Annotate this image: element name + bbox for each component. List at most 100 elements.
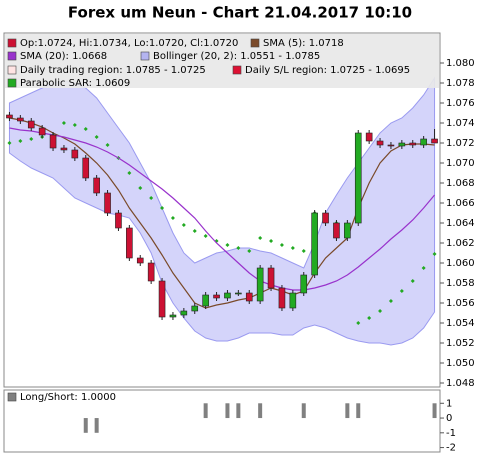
candle-body	[213, 294, 220, 299]
sar-dot	[83, 127, 88, 131]
legend-label: Long/Short: 1.0000	[20, 392, 116, 403]
sar-dot	[258, 236, 263, 240]
candle-body	[147, 262, 155, 282]
candle-body	[245, 292, 253, 302]
candle-body	[344, 222, 351, 239]
legend-swatch	[7, 65, 17, 75]
candle-body	[115, 212, 122, 229]
y-tick-label: 1.066	[446, 198, 475, 209]
legend-label: SMA (5): 1.0718	[263, 38, 344, 49]
sar-dot	[225, 243, 230, 247]
bar	[225, 403, 230, 419]
sar-dot	[203, 234, 208, 238]
sar-dot	[149, 196, 154, 200]
y-tick-label: 1.070	[446, 158, 475, 169]
candle-body	[136, 257, 144, 264]
legend-swatch	[250, 38, 260, 48]
candle-body	[365, 132, 373, 142]
sar-dot	[29, 137, 34, 141]
sar-dot	[388, 299, 393, 303]
candle-body	[180, 310, 188, 316]
y-tick-label: 1.068	[446, 178, 475, 189]
bollinger-band	[8, 76, 436, 346]
legend-box	[5, 34, 439, 88]
legend-label: Daily S/L region: 1.0725 - 1.0695	[245, 65, 410, 76]
sar-dot	[72, 123, 77, 127]
ma-line	[9, 127, 436, 291]
candle-body	[169, 314, 177, 318]
candle-body	[409, 142, 417, 146]
legend-swatch	[232, 65, 242, 75]
y-tick-label: 1.050	[446, 358, 475, 369]
legend-label: SMA (20): 1.0668	[20, 51, 107, 62]
legend-swatch	[7, 51, 17, 61]
candle-body	[158, 280, 166, 318]
sar-dot	[192, 229, 197, 233]
sar-dot	[399, 289, 404, 293]
sar-dot	[181, 223, 186, 227]
sar-dot	[18, 139, 23, 143]
legend-swatch	[140, 51, 150, 61]
y-tick-label: 1.080	[446, 58, 475, 69]
candle-body	[191, 305, 199, 312]
candle-body	[104, 192, 111, 214]
lower-panel	[3, 389, 441, 453]
candle-body	[398, 142, 406, 147]
bar	[203, 403, 208, 419]
y-tick-label: 1.062	[446, 238, 475, 249]
candle-body	[71, 149, 79, 159]
sar-dot	[421, 266, 426, 270]
candle-body	[267, 267, 275, 289]
sar-dot	[236, 246, 241, 250]
legend-swatch	[7, 392, 17, 402]
bar	[83, 418, 88, 433]
candle-body	[278, 287, 286, 309]
candle-body	[49, 134, 57, 149]
sar-dot	[290, 246, 295, 250]
y-tick-label: -2	[446, 443, 456, 454]
legend-swatch	[7, 38, 17, 48]
y-tick-label: 1.072	[446, 138, 475, 149]
y-tick-label: 1.076	[446, 98, 475, 109]
candle-body	[420, 138, 427, 146]
sar-dot	[170, 216, 175, 220]
legend-label: Parabolic SAR: 1.0609	[20, 78, 130, 89]
sar-dot	[61, 121, 66, 125]
y-tick-label: 1.064	[446, 218, 475, 229]
candle-body	[376, 140, 384, 146]
sar-dot	[105, 143, 110, 147]
y-tick-label: 1.056	[446, 298, 475, 309]
sar-dot	[378, 309, 383, 313]
candle-body	[224, 292, 231, 299]
sar-dot	[127, 171, 132, 175]
y-tick-label: 1.048	[446, 378, 475, 389]
candle-body	[311, 212, 318, 276]
candle-body	[431, 138, 438, 144]
bar	[345, 403, 350, 419]
sar-dot	[7, 141, 12, 145]
bar	[301, 403, 306, 419]
y-tick-label: 1.058	[446, 278, 475, 289]
y-tick-label: 1.060	[446, 258, 475, 269]
candle-body	[38, 127, 46, 136]
bar	[432, 403, 437, 419]
legend-swatch	[7, 78, 17, 88]
sar-dot	[269, 239, 274, 243]
sar-dot	[432, 252, 437, 256]
y-tick-label: 1	[446, 398, 452, 409]
sar-dot	[356, 321, 361, 325]
bar	[94, 418, 99, 433]
candle-body	[82, 157, 90, 179]
candle-body	[333, 222, 340, 239]
candle-body	[387, 144, 395, 147]
candle-body	[17, 117, 24, 122]
sar-dot	[410, 279, 415, 283]
sar-dot	[279, 243, 284, 247]
candle-body	[354, 132, 362, 224]
candle-body	[6, 114, 13, 119]
candle-body	[202, 294, 209, 307]
candle-body	[289, 292, 297, 309]
y-tick-label: 0	[446, 413, 452, 424]
bar	[236, 403, 241, 419]
